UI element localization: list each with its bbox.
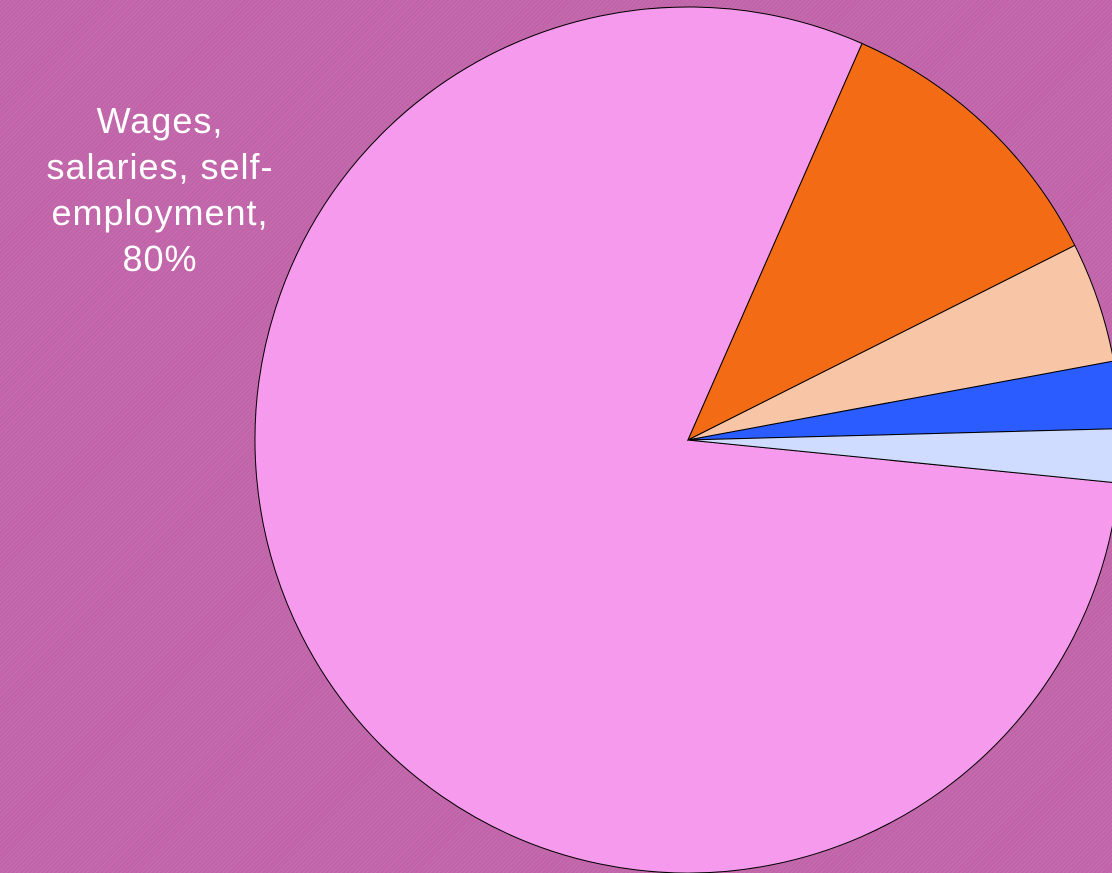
pie-slice-4 — [687, 428, 1112, 483]
pie-slice-2 — [687, 244, 1112, 441]
slice-label-line: Wages, — [96, 100, 224, 141]
slice-label-line: 80% — [122, 238, 198, 279]
slice-label-wages: Wages, salaries, self- employment, 80% — [10, 98, 310, 282]
pie-slice-3 — [687, 360, 1112, 441]
pie-slice-0 — [254, 6, 1112, 873]
slice-label-line: employment, — [51, 192, 269, 233]
slice-label-line: salaries, self- — [46, 146, 274, 187]
pie-slice-1 — [686, 42, 1076, 442]
